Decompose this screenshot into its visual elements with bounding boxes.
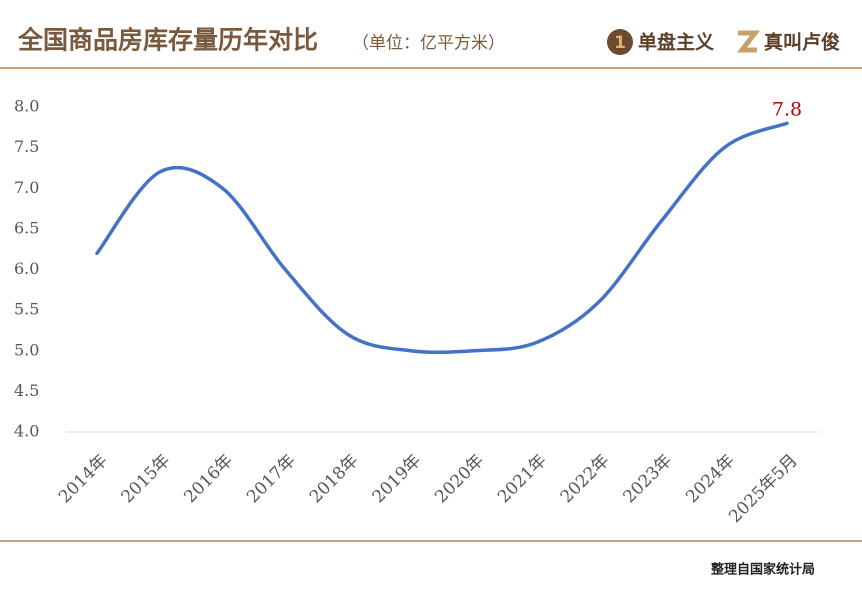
x-tick-label: 2021年 — [494, 451, 551, 508]
y-tick-label: 7.0 — [14, 178, 39, 197]
y-tick-label: 6.0 — [14, 259, 39, 278]
source-note: 整理自国家统计局 — [710, 562, 815, 578]
brand-icon — [607, 29, 633, 55]
x-tick-label: 2016年 — [180, 451, 237, 508]
x-tick-label: 2015年 — [118, 451, 175, 508]
brand-icon-glyph: 1 — [614, 33, 626, 53]
brand-name: 单盘主义 — [638, 31, 714, 54]
y-tick-label: 4.5 — [14, 381, 39, 400]
y-tick-label: 8.0 — [14, 97, 39, 116]
brand-name: 真叫卢俊 — [764, 31, 840, 54]
y-tick-label: 4.0 — [14, 422, 39, 441]
x-tick-label: 2023年 — [620, 451, 677, 508]
y-tick-label: 6.5 — [14, 218, 39, 237]
x-tick-label: 2018年 — [306, 451, 363, 508]
x-tick-label: 2020年 — [431, 451, 488, 508]
line-series — [95, 121, 789, 355]
x-tick-label: 2024年 — [682, 451, 739, 508]
x-tick-label: 2025年5月 — [725, 451, 801, 527]
x-tick-label: 2014年 — [55, 451, 112, 508]
y-tick-label: 5.5 — [14, 300, 39, 319]
x-tick-label: 2019年 — [369, 451, 426, 508]
x-tick-label: 2022年 — [557, 451, 614, 508]
data-label: 7.8 — [772, 98, 802, 120]
x-tick-label: 2017年 — [243, 451, 300, 508]
chart-subtitle: （单位：亿平方米） — [352, 34, 505, 54]
y-tick-label: 5.0 — [14, 340, 39, 359]
y-tick-label: 7.5 — [14, 137, 39, 156]
chart-title: 全国商品房库存量历年对比 — [17, 26, 318, 55]
brand-icon — [736, 30, 761, 53]
